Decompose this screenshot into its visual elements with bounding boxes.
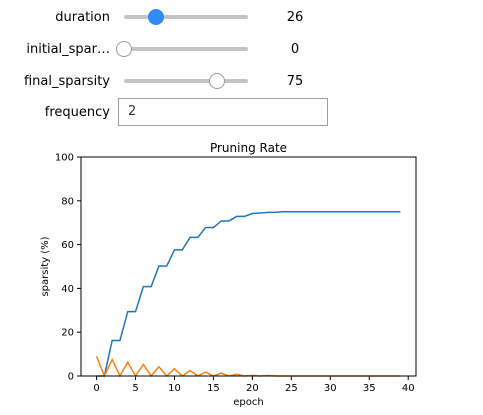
y-tick-label: 60: [61, 240, 74, 251]
y-tick-label: 40: [61, 284, 74, 295]
x-tick-label: 35: [363, 383, 376, 394]
series-line-2: [95, 356, 401, 378]
x-tick-label: 15: [207, 383, 220, 394]
final-sparsity-row: final_sparsity 75: [0, 67, 303, 95]
duration-value: 26: [286, 9, 304, 25]
slider-track: [124, 15, 248, 19]
duration-slider[interactable]: [124, 9, 248, 25]
x-axis-label: epoch: [233, 397, 263, 408]
plot-frame: [80, 156, 417, 377]
initial-sparsity-row: initial_spar… 0: [0, 35, 299, 63]
slider-handle[interactable]: [148, 9, 165, 25]
y-axis-label: sparsity (%): [40, 236, 51, 296]
frequency-input[interactable]: 2: [118, 98, 328, 126]
x-tick-label: 30: [324, 383, 337, 394]
x-tick-label: 20: [246, 383, 259, 394]
y-tick-label: 80: [61, 196, 74, 207]
y-tick-label: 0: [68, 372, 74, 383]
x-tick-label: 10: [168, 383, 181, 394]
slider-track: [124, 47, 248, 51]
chart-title: Pruning Rate: [210, 141, 287, 155]
plot-lines: [95, 211, 401, 378]
final-sparsity-value: 75: [286, 73, 304, 89]
slider-track: [124, 79, 248, 83]
x-tick-label: 40: [402, 383, 415, 394]
duration-row: duration 26: [0, 3, 303, 31]
initial-sparsity-slider[interactable]: [116, 41, 248, 57]
x-tick-label: 5: [132, 383, 138, 394]
x-tick-label: 0: [93, 383, 99, 394]
final-sparsity-slider[interactable]: [124, 73, 248, 89]
y-tick-label: 100: [55, 153, 74, 164]
axis-ticks: 0 5 10 15 20 25 30 35 40 0 20 40 60 80 100: [55, 153, 415, 395]
y-tick-label: 20: [61, 328, 74, 339]
initial-sparsity-value: 0: [290, 41, 300, 57]
series-line-1: [96, 211, 401, 377]
slider-handle[interactable]: [116, 41, 132, 57]
slider-handle[interactable]: [209, 73, 225, 89]
x-tick-label: 25: [285, 383, 298, 394]
